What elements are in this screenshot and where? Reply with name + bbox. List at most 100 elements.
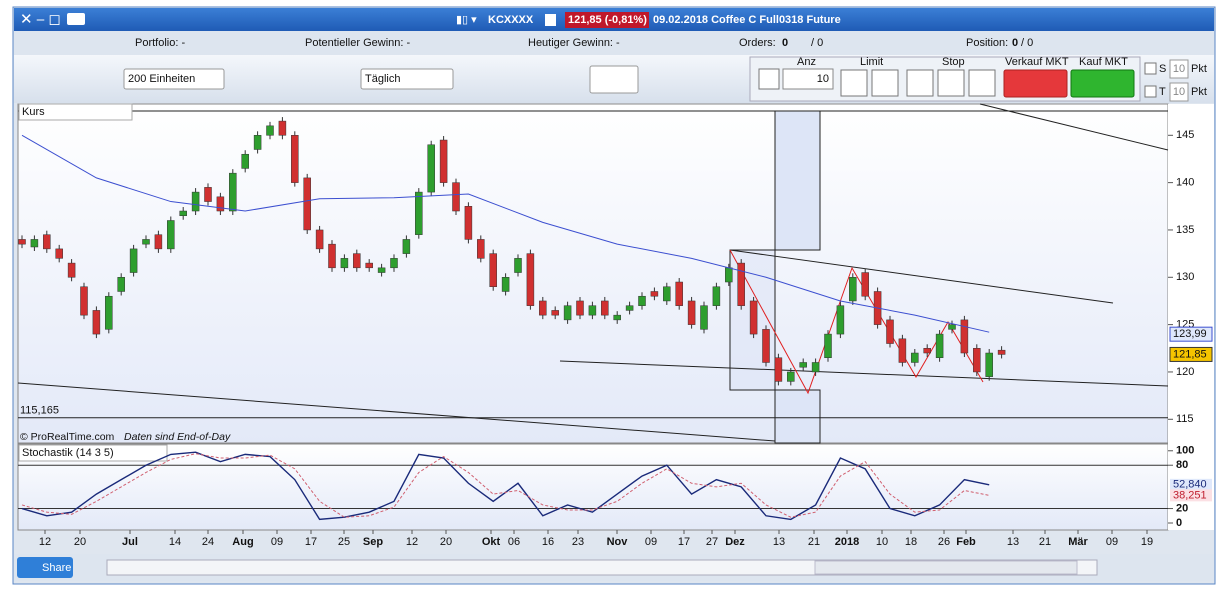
x-tick-label: Dez [725, 536, 745, 548]
x-tick-label: 09 [271, 536, 283, 548]
candle [811, 362, 820, 373]
candle [241, 153, 249, 169]
stop-button-1[interactable] [906, 69, 934, 97]
x-tick-label: 13 [1007, 536, 1019, 548]
orders-count: 0 [782, 37, 788, 49]
scroll-thumb[interactable] [814, 560, 1078, 575]
candle [477, 239, 485, 259]
stoch-title: Stochastik (14 3 5) [22, 447, 114, 459]
candle [142, 239, 150, 245]
x-tick-label: 09 [645, 536, 657, 548]
candle [526, 253, 535, 306]
candle [973, 348, 981, 373]
x-tick-label: 21 [1039, 536, 1051, 548]
candle [315, 229, 324, 250]
info-icon[interactable] [545, 14, 556, 26]
x-tick-label: 25 [338, 536, 350, 548]
price-badge [565, 12, 649, 28]
position-label: Position: [966, 37, 1008, 49]
candle [849, 277, 857, 302]
candle [613, 314, 621, 321]
candle [30, 239, 39, 248]
keyboard-icon[interactable] [67, 13, 85, 25]
candle [340, 258, 349, 269]
qty: 10 [817, 73, 829, 85]
candle [601, 300, 609, 316]
candle [563, 305, 572, 321]
y-tick-label: 20 [1176, 502, 1188, 514]
x-tick-label: 23 [572, 536, 584, 548]
price-panel [17, 103, 1169, 444]
candle [191, 191, 200, 212]
units-select[interactable] [123, 68, 225, 90]
limit-label: Limit [860, 56, 883, 68]
portfolio: Portfolio: - [135, 37, 185, 49]
candle [328, 243, 336, 269]
candle [303, 177, 311, 231]
candle [216, 196, 225, 212]
candle [278, 120, 287, 136]
candle [997, 349, 1006, 355]
t-input[interactable] [1169, 82, 1189, 102]
candle [687, 300, 696, 325]
candle [886, 319, 894, 344]
candle [749, 300, 758, 335]
limit-sell-button[interactable] [871, 69, 899, 97]
candle [415, 191, 423, 235]
t-checkbox[interactable] [1144, 85, 1157, 98]
candle [452, 182, 460, 212]
candle [762, 329, 770, 363]
candle [154, 234, 163, 250]
close-button[interactable]: ✕ ⎯ ◻ [20, 11, 61, 28]
s-checkbox[interactable] [1144, 62, 1157, 75]
t-value: 10 [1173, 86, 1185, 98]
value-tag [1170, 478, 1212, 491]
y-tick-label: 135 [1176, 224, 1194, 236]
candle [105, 295, 113, 330]
candle [675, 281, 683, 306]
candle [18, 239, 26, 245]
candle [489, 253, 497, 288]
stop-button-3[interactable] [968, 69, 996, 97]
candle [576, 300, 584, 316]
candle [638, 295, 646, 306]
sell-button[interactable] [1003, 69, 1068, 98]
s-unit: Pkt [1191, 63, 1207, 75]
stop-button-2[interactable] [937, 69, 965, 97]
trend-line [979, 103, 1169, 151]
candle [588, 305, 597, 316]
symbol: KCXXXX [488, 14, 534, 26]
candle [464, 206, 473, 240]
limit-buy-button[interactable] [840, 69, 868, 97]
x-tick-label: 20 [74, 536, 86, 548]
candle [700, 305, 708, 330]
price-change: 121,85 (-0,81%) [568, 14, 647, 26]
instrument-icon[interactable]: ▮▯ ▾ [456, 14, 477, 26]
candle [551, 310, 559, 316]
candle [774, 357, 783, 382]
x-tick-label: 26 [938, 536, 950, 548]
x-tick-label: 13 [773, 536, 785, 548]
share-button[interactable] [17, 557, 73, 578]
stop-label: Stop [942, 56, 965, 68]
sell-label: Verkauf MKT [1005, 56, 1069, 68]
x-tick-label: Mär [1068, 536, 1088, 548]
chart-type-button[interactable] [589, 65, 639, 94]
period-select[interactable] [360, 68, 454, 90]
trend-line [559, 360, 1169, 387]
candle [712, 286, 721, 306]
price-title: Kurs [22, 106, 45, 118]
qty-input[interactable] [782, 68, 834, 90]
settings-button[interactable] [758, 68, 780, 90]
candle [439, 139, 448, 183]
candle [898, 338, 907, 363]
buy-button[interactable] [1070, 69, 1135, 98]
s-input[interactable] [1169, 59, 1189, 79]
candle [377, 267, 386, 273]
qty-label: Anz [797, 56, 816, 68]
x-tick-label: 18 [905, 536, 917, 548]
x-tick-label: 16 [542, 536, 554, 548]
s-label: S [1159, 63, 1166, 75]
